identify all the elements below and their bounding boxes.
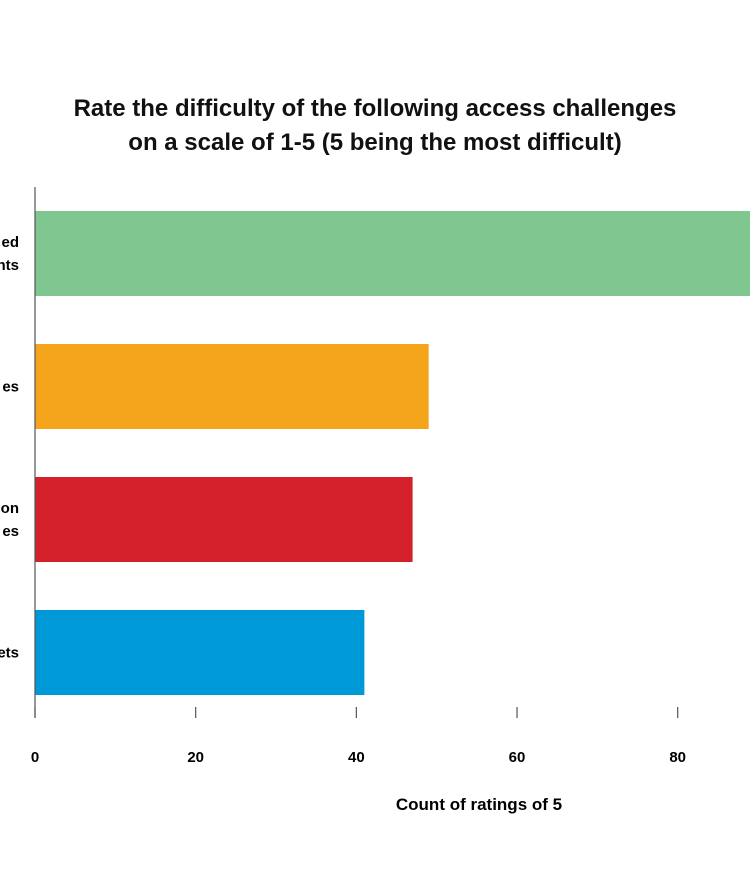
category-label-4-line-1: ets: [0, 645, 19, 662]
bar-2: [35, 344, 429, 429]
x-tick-label-0: 0: [31, 749, 39, 766]
x-tick-label-60: 60: [509, 749, 526, 766]
category-label-2-line-1: es: [2, 379, 19, 396]
bar-4: [35, 610, 365, 695]
bar-1: [35, 211, 750, 296]
x-tick-label-80: 80: [669, 749, 686, 766]
category-label-3-line-2: es: [2, 523, 19, 540]
x-tick-label-40: 40: [348, 749, 365, 766]
category-label-3-line-1: on: [1, 500, 19, 517]
category-label-1-line-1: ed: [1, 234, 19, 251]
chart-title-line-2: on a scale of 1-5 (5 being the most diff…: [128, 129, 622, 156]
chart-title-line-1: Rate the difficulty of the following acc…: [73, 95, 677, 122]
category-label-1-line-2: nts: [0, 257, 19, 274]
x-axis-title: Count of ratings of 5: [396, 795, 562, 814]
x-tick-label-20: 20: [187, 749, 204, 766]
chart-title: Rate the difficulty of the following acc…: [0, 92, 750, 160]
bar-3: [35, 477, 413, 562]
